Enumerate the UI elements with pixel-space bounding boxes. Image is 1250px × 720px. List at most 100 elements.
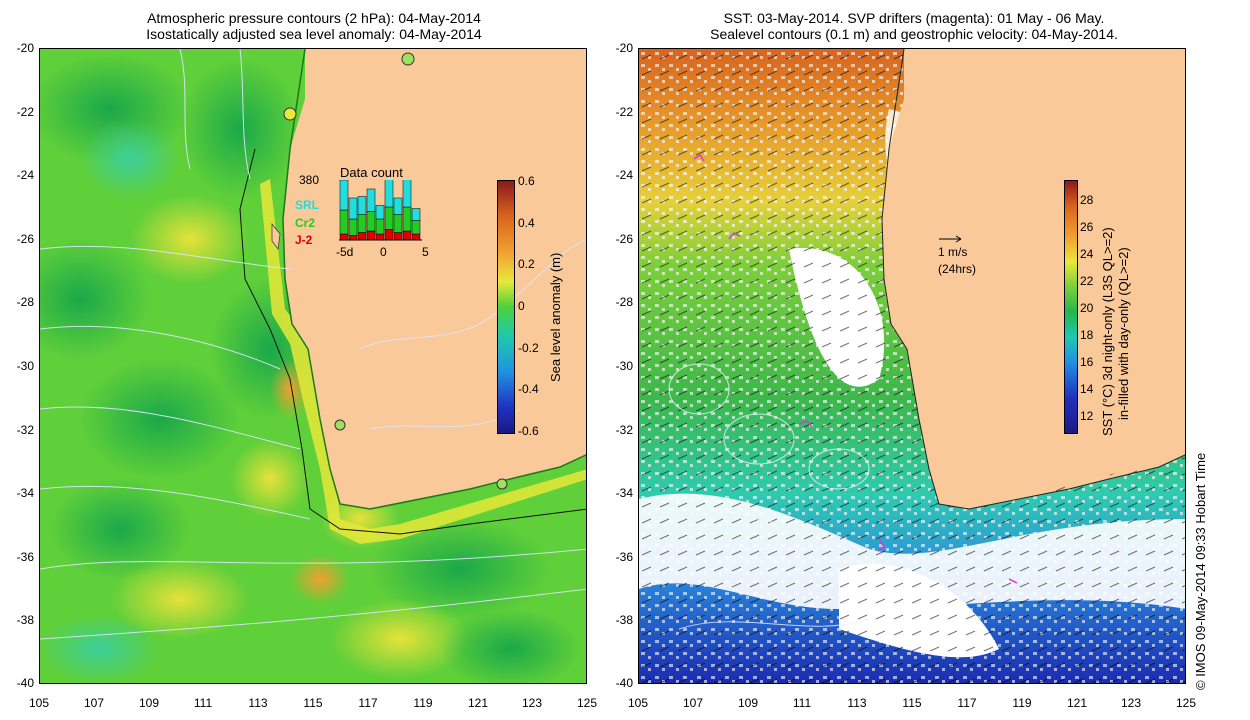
right-ytick-5: -30 xyxy=(615,359,633,373)
right-cbar-tick-3: 22 xyxy=(1080,274,1094,288)
inset-bar-srl xyxy=(393,197,403,215)
sea-level-anomaly-svg xyxy=(40,49,586,683)
left-cbar-tick-2: 0.2 xyxy=(518,257,535,271)
left-ytick-9: -38 xyxy=(16,613,34,627)
inset-bar-srl xyxy=(411,208,421,221)
sst-svg xyxy=(639,49,1185,683)
right-panel-title: SST: 03-May-2014. SVP drifters (magenta)… xyxy=(640,10,1188,42)
inset-bar-j2 xyxy=(411,233,421,241)
right-ytick-4: -28 xyxy=(615,295,633,309)
right-xtick-1: 107 xyxy=(682,696,704,710)
inset-bar-srl xyxy=(375,205,385,220)
inset-bar-srl xyxy=(357,196,367,215)
left-ytick-7: -34 xyxy=(16,486,34,500)
right-ytick-7: -34 xyxy=(615,486,633,500)
drifter-tracks xyxy=(693,153,1018,584)
inset-bar-j2 xyxy=(375,233,385,241)
inset-bar-srl xyxy=(366,188,376,212)
inset-histogram xyxy=(339,180,422,241)
inset-bar-cr2 xyxy=(402,206,412,232)
right-cbar-tick-5: 18 xyxy=(1080,328,1094,342)
left-ytick-4: -28 xyxy=(16,295,34,309)
left-xtick-8: 121 xyxy=(467,696,489,710)
inset-bar-srl xyxy=(348,197,358,220)
legend-cr2: Cr2 xyxy=(295,216,316,230)
left-xtick-9: 123 xyxy=(521,696,543,710)
left-cbar-tick-6: -0.6 xyxy=(518,424,539,438)
right-xtick-3: 111 xyxy=(792,696,812,710)
inset-bar-cr2 xyxy=(375,218,385,235)
right-colorbar-label-line1: SST (°C) 3d night-only (L3S QL>=2) xyxy=(1100,227,1115,436)
left-cbar-tick-5: -0.4 xyxy=(518,382,539,396)
left-title-line2: Isostatically adjusted sea level anomaly… xyxy=(146,26,482,42)
right-cbar-tick-8: 12 xyxy=(1080,409,1094,423)
left-xtick-7: 119 xyxy=(413,696,433,710)
sea-level-anomaly-map xyxy=(39,48,587,684)
inset-bar-j2 xyxy=(366,230,376,241)
inset-xtick-0: -5d xyxy=(336,245,354,259)
inset-bar-j2 xyxy=(357,232,367,241)
right-cbar-tick-2: 24 xyxy=(1080,247,1094,261)
right-colorbar-label-line2: in-filled with day-only (QL>=2) xyxy=(1116,247,1131,420)
left-panel-title: Atmospheric pressure contours (2 hPa): 0… xyxy=(40,10,588,42)
left-cbar-tick-3: 0 xyxy=(518,299,525,313)
right-ytick-2: -24 xyxy=(615,168,633,182)
inset-bar-cr2 xyxy=(339,209,349,235)
left-ytick-8: -36 xyxy=(16,550,34,564)
left-xtick-4: 113 xyxy=(248,696,268,710)
right-xtick-7: 119 xyxy=(1012,696,1032,710)
inset-title: Data count xyxy=(340,165,403,180)
inset-max-label: 380 xyxy=(299,173,320,187)
left-ytick-0: -20 xyxy=(16,41,34,55)
inset-bar-j2 xyxy=(393,232,403,241)
right-xtick-10: 125 xyxy=(1175,696,1197,710)
inset-bar-j2 xyxy=(339,233,349,241)
right-title-line1: SST: 03-May-2014. SVP drifters (magenta)… xyxy=(723,10,1105,26)
inset-bar-cr2 xyxy=(384,206,394,230)
sst-map xyxy=(638,48,1186,684)
left-xtick-6: 117 xyxy=(358,696,378,710)
velocity-key-duration: (24hrs) xyxy=(938,262,977,276)
inset-bar-cr2 xyxy=(348,218,358,236)
inset-bar-cr2 xyxy=(393,214,403,233)
inset-bar-j2 xyxy=(348,235,358,241)
right-title-line2: Sealevel contours (0.1 m) and geostrophi… xyxy=(710,26,1118,42)
right-xtick-8: 121 xyxy=(1066,696,1088,710)
left-xtick-10: 125 xyxy=(576,696,598,710)
left-ytick-10: -40 xyxy=(16,676,34,690)
left-colorbar-label: Sea level anomaly (m) xyxy=(548,252,563,382)
right-xtick-4: 113 xyxy=(847,696,867,710)
right-cbar-tick-6: 16 xyxy=(1080,355,1094,369)
sst-colorbar xyxy=(1064,180,1078,434)
right-ytick-6: -32 xyxy=(615,423,633,437)
imos-credit: © IMOS 09-May-2014 09:33 Hobart Time xyxy=(1193,452,1208,690)
left-ytick-5: -30 xyxy=(16,359,34,373)
left-cbar-tick-4: -0.2 xyxy=(518,341,539,355)
right-ytick-9: -38 xyxy=(615,613,633,627)
right-xtick-5: 115 xyxy=(902,696,922,710)
sea-level-contours xyxy=(639,363,870,630)
right-xtick-9: 123 xyxy=(1120,696,1142,710)
inset-bar-j2 xyxy=(384,229,394,241)
inset-xtick-2: 5 xyxy=(422,245,429,259)
right-ytick-0: -20 xyxy=(615,41,633,55)
inset-bar-cr2 xyxy=(411,220,421,235)
inset-bar-cr2 xyxy=(366,211,376,232)
legend-j2: J-2 xyxy=(295,233,313,247)
legend-srl: SRL xyxy=(295,198,319,212)
left-ytick-3: -26 xyxy=(16,232,34,246)
left-ytick-1: -22 xyxy=(16,105,34,119)
left-xtick-5: 115 xyxy=(303,696,323,710)
inset-bar-srl xyxy=(384,180,394,208)
right-cbar-tick-4: 20 xyxy=(1080,301,1094,315)
inset-bar-cr2 xyxy=(357,214,367,233)
right-xtick-2: 109 xyxy=(737,696,759,710)
right-ytick-10: -40 xyxy=(615,676,633,690)
right-cbar-tick-7: 14 xyxy=(1080,382,1094,396)
inset-bar-j2 xyxy=(402,230,412,241)
left-ytick-6: -32 xyxy=(16,423,34,437)
right-xtick-6: 117 xyxy=(957,696,977,710)
right-ytick-1: -22 xyxy=(615,105,633,119)
left-ytick-2: -24 xyxy=(16,168,34,182)
right-ytick-3: -26 xyxy=(615,232,633,246)
